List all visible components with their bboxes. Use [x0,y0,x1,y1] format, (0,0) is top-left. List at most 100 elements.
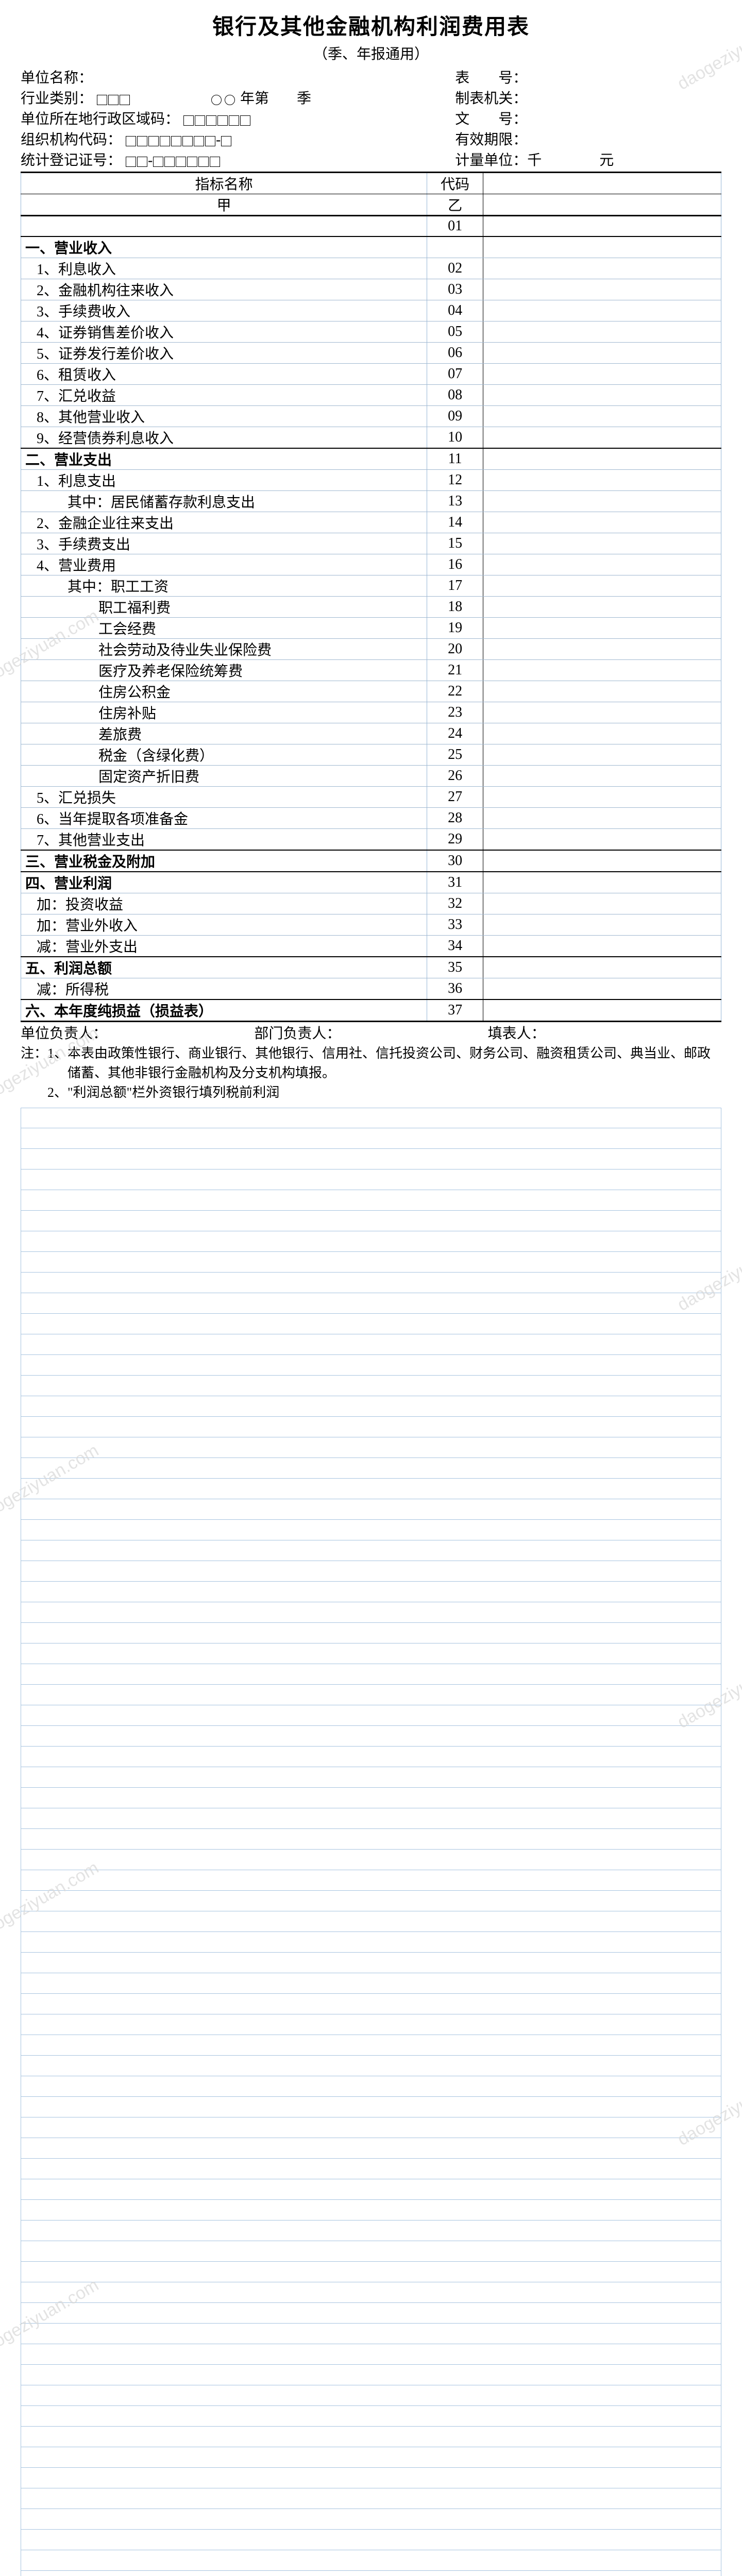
blank-row [21,1870,721,1891]
blank-row [21,1726,721,1747]
row-name: 税金（含绿化费） [21,744,427,765]
row-value [483,216,721,236]
region-label: 单位所在地行政区域码： [21,111,179,127]
row-value [483,999,721,1022]
col-header-code: 代码 [427,173,483,194]
blank-row [21,1458,721,1479]
row-name: 8、其他营业收入 [21,405,427,427]
col-header-name: 指标名称 [21,173,427,194]
row-value [483,258,721,279]
row-value [483,427,721,448]
blank-row [21,2406,721,2427]
blank-row [21,2324,721,2344]
col-header2-code: 乙 [427,194,483,216]
blank-row [21,2385,721,2406]
row-name: 住房补贴 [21,702,427,723]
row-value [483,554,721,575]
row-value [483,384,721,405]
row-value [483,469,721,490]
blank-row [21,2427,721,2447]
quarter-label: 季 [297,91,311,107]
doc-label: 文 号： [455,111,527,127]
page-title: 银行及其他金融机构利润费用表 [0,0,742,43]
page-subtitle: （季、年报通用） [0,43,742,66]
blank-row [21,1705,721,1726]
note2-label: 2、 [47,1083,68,1103]
row-code: 21 [427,659,483,681]
row-value [483,512,721,533]
row-code: 15 [427,533,483,554]
blank-row [21,1643,721,1664]
blank-row [21,2097,721,2117]
blank-row [21,2571,721,2576]
table-no-label: 表 号： [455,70,527,86]
stat-cert-label: 统计登记证号： [21,152,122,168]
blank-row [21,1829,721,1850]
row-value [483,342,721,363]
row-value [483,300,721,321]
org-code-label: 组织机构代码： [21,132,122,148]
row-value [483,638,721,659]
row-name: 住房公积金 [21,681,427,702]
row-name: 7、其他营业支出 [21,828,427,850]
row-value [483,978,721,999]
blank-row [21,1479,721,1499]
blank-row [21,1170,721,1190]
row-value [483,723,721,744]
blank-row [21,1376,721,1396]
row-value [483,448,721,470]
blank-row [21,2138,721,2159]
row-name: 二、营业支出 [21,448,427,470]
row-name: 9、经营债券利息收入 [21,427,427,448]
row-value [483,405,721,427]
row-code: 32 [427,893,483,914]
row-name: 加：投资收益 [21,893,427,914]
row-code: 20 [427,638,483,659]
notes-label: 注： [21,1044,47,1083]
row-code: 18 [427,596,483,617]
row-code: 25 [427,744,483,765]
row-name: 7、汇兑收益 [21,384,427,405]
row-value [483,935,721,957]
row-name: 5、汇兑损失 [21,786,427,807]
main-table: 指标名称 代码 甲 乙 01一、营业收入1、利息收入022、金融机构往来收入03… [21,172,721,1022]
blank-row [21,1953,721,1973]
note2-text: "利润总额"栏外资银行填列税前利润 [68,1083,721,1103]
row-code: 11 [427,448,483,470]
row-value [483,617,721,638]
blank-row [21,2200,721,2221]
blank-row [21,1396,721,1417]
row-code: 28 [427,807,483,828]
row-code: 16 [427,554,483,575]
row-name: 工会经费 [21,617,427,638]
row-code: 06 [427,342,483,363]
blank-row [21,1911,721,1932]
row-name: 3、手续费支出 [21,533,427,554]
row-code: 27 [427,786,483,807]
row-code: 19 [427,617,483,638]
sig-dept-head: 部门负责人： [254,1022,487,1043]
note1-text: 本表由政策性银行、商业银行、其他银行、信用社、信托投资公司、财务公司、融资租赁公… [68,1044,721,1083]
blank-row [21,1808,721,1829]
blank-row [21,1149,721,1170]
col-header-val [483,173,721,194]
row-code: 10 [427,427,483,448]
blank-row [21,1334,721,1355]
row-name: 1、利息支出 [21,469,427,490]
blank-row [21,1273,721,1293]
row-name [21,216,427,236]
row-code: 03 [427,279,483,300]
year-label: 年第 [240,91,269,107]
blank-row [21,2076,721,2097]
row-name: 3、手续费收入 [21,300,427,321]
row-value [483,321,721,342]
row-name: 6、当年提取各项准备金 [21,807,427,828]
blank-row [21,2488,721,2509]
row-name: 其中：居民储蓄存款利息支出 [21,490,427,512]
col-header2-name: 甲 [21,194,427,216]
row-code: 30 [427,850,483,872]
row-code: 22 [427,681,483,702]
blank-row [21,2344,721,2365]
blank-row [21,1767,721,1788]
industry-label: 行业类别： [21,91,93,107]
